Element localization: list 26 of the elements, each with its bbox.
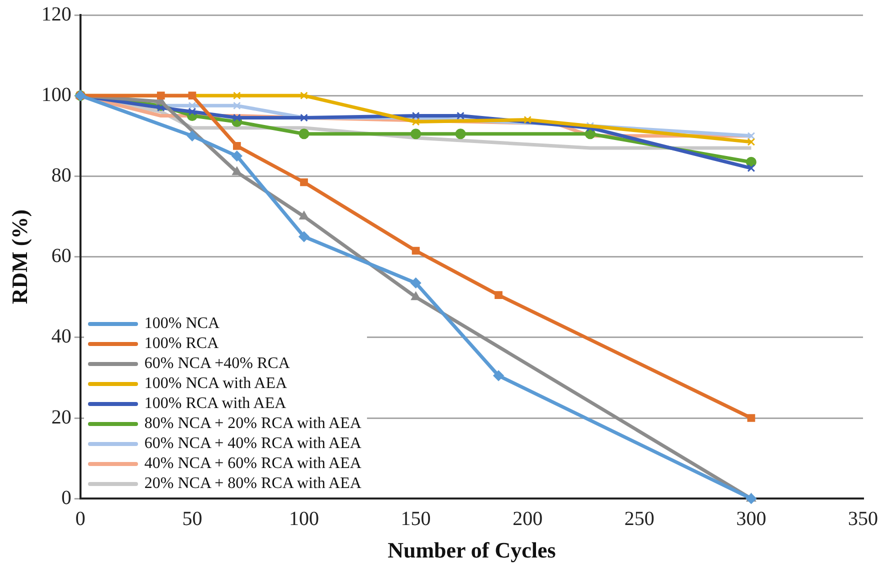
y-tick-label: 80	[51, 164, 72, 186]
x-tick-label: 50	[182, 508, 202, 530]
x-tick-label: 200	[512, 508, 543, 530]
y-tick-label: 20	[51, 406, 72, 428]
x-tick-label: 0	[75, 508, 86, 530]
legend-label: 60% NCA +40% RCA	[144, 354, 290, 374]
y-tick-label: 100	[41, 84, 72, 106]
legend-label: 100% NCA	[144, 314, 220, 334]
x-tick-label: 300	[736, 508, 766, 530]
legend-label: 100% RCA	[144, 334, 219, 354]
x-tick-label: 250	[624, 508, 654, 530]
x-tick-label: 350	[848, 508, 878, 530]
legend-label: 100% NCA with AEA	[144, 374, 288, 394]
legend-label: 20% NCA + 80% RCA with AEA	[144, 474, 362, 494]
legend-label: 100% RCA with AEA	[144, 394, 286, 414]
y-axis-title: RDM (%)	[6, 209, 32, 304]
y-tick-label: 40	[51, 326, 72, 348]
x-tick-label: 100	[289, 508, 319, 530]
x-tick-label: 150	[400, 508, 431, 530]
y-tick-label: 120	[41, 3, 72, 26]
y-tick-label: 0	[61, 486, 72, 509]
y-tick-label: 60	[51, 245, 72, 268]
legend-label: 80% NCA + 20% RCA with AEA	[144, 414, 362, 434]
x-axis-title: Number of Cycles	[388, 537, 556, 562]
legend-label: 60% NCA + 40% RCA with AEA	[144, 434, 362, 454]
legend-label: 40% NCA + 60% RCA with AEA	[144, 454, 362, 474]
